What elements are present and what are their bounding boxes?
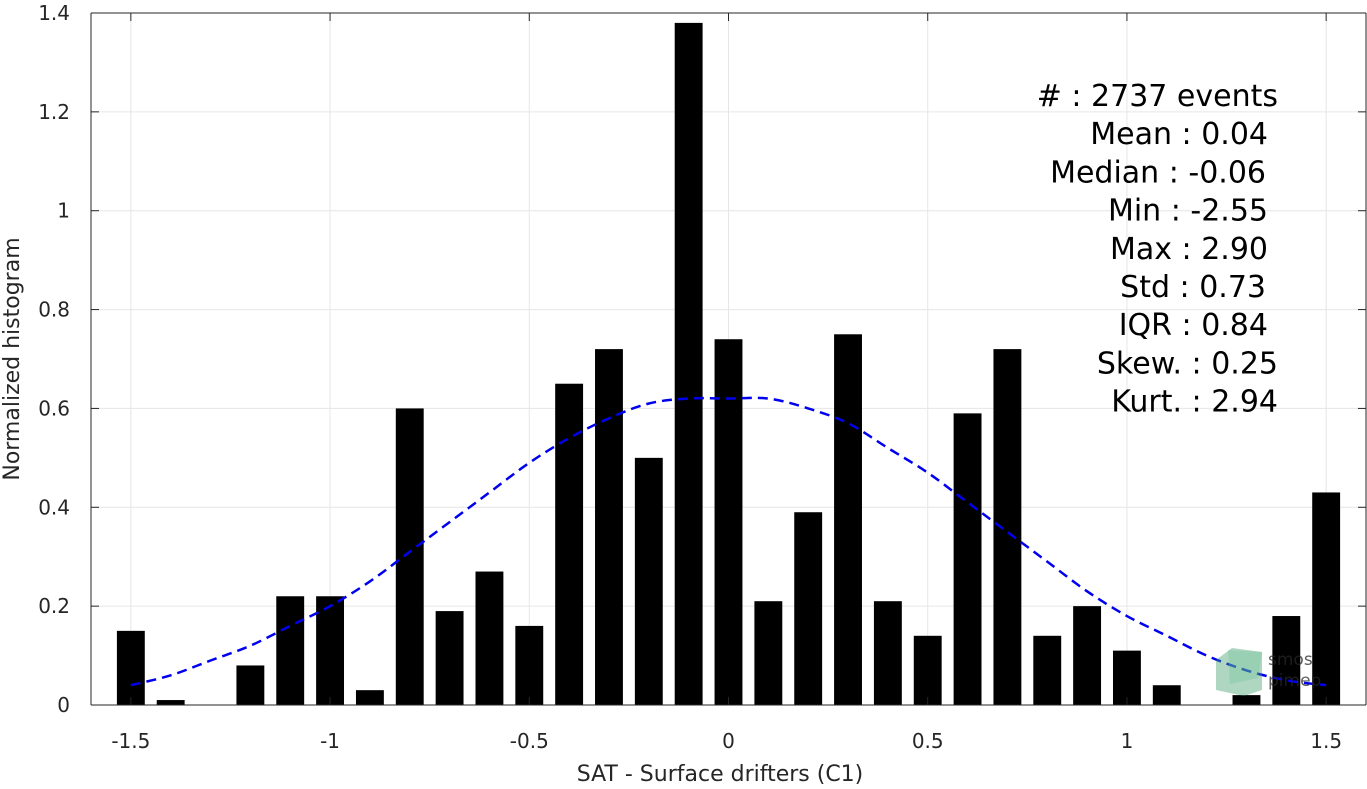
x-axis-label: SAT - Surface drifters (C1) — [577, 762, 864, 785]
histogram-bar — [794, 512, 823, 705]
histogram-bar — [714, 339, 743, 705]
gaussian-fit-curve — [130, 396, 1327, 687]
bars-layer — [116, 22, 1341, 705]
y-axis-label: Normalized histogram — [0, 237, 25, 480]
histogram-bar — [754, 601, 783, 705]
watermark: smos pimep — [1216, 648, 1321, 696]
histogram-bar — [1272, 616, 1301, 705]
y-tick-label: 1 — [57, 199, 70, 223]
histogram-bar — [395, 408, 424, 705]
histogram-bar — [1073, 606, 1102, 705]
stats-line: Mean : 0.04 — [1090, 117, 1268, 152]
histogram-bar — [953, 413, 982, 705]
x-tick-label: -1 — [320, 729, 340, 753]
histogram-bar — [116, 630, 145, 705]
histogram-bar — [1112, 650, 1141, 705]
histogram-bar — [475, 571, 504, 705]
histogram-bar — [993, 349, 1022, 705]
histogram-bar — [555, 383, 584, 705]
histogram-bar — [435, 611, 464, 705]
stats-line: # : 2737 events — [1037, 79, 1278, 114]
histogram-bar — [674, 22, 703, 705]
histogram-bar — [1152, 685, 1181, 705]
histogram-bar — [834, 334, 862, 705]
x-tick-label: 1 — [1121, 729, 1134, 753]
histogram-bar — [913, 635, 942, 705]
x-tick-label: 0 — [722, 729, 735, 753]
stats-line: Skew. : 0.25 — [1097, 346, 1278, 381]
histogram-bar — [595, 349, 623, 705]
stats-line: Median : -0.06 — [1050, 155, 1266, 190]
stats-line: Kurt. : 2.94 — [1111, 385, 1278, 420]
histogram-bar — [873, 601, 902, 705]
y-tick-label: 1.4 — [38, 1, 70, 25]
grid-layer — [91, 12, 1366, 706]
y-tick-label: 0.2 — [38, 594, 70, 618]
stats-line: Max : 2.90 — [1110, 232, 1268, 267]
watermark-logo: smos pimep — [1216, 648, 1321, 696]
y-tick-label: 0.6 — [38, 396, 70, 420]
fit-curve-layer — [130, 396, 1327, 687]
stats-line: Min : -2.55 — [1108, 194, 1268, 229]
histogram-bar — [634, 457, 663, 705]
y-tick-label: 0.4 — [38, 495, 70, 519]
x-tick-label: 1.5 — [1310, 729, 1342, 753]
histogram-bar — [236, 665, 265, 705]
stats-line: IQR : 0.84 — [1119, 308, 1268, 343]
y-tick-label: 1.2 — [38, 100, 70, 124]
histogram-bar — [355, 690, 384, 705]
histogram-bar — [1312, 492, 1341, 705]
watermark-text-1: smos — [1268, 650, 1313, 670]
histogram-bar — [156, 700, 185, 705]
y-tick-label: 0.8 — [38, 298, 70, 322]
y-tick-label: 0 — [57, 693, 70, 717]
stats-line: Std : 0.73 — [1120, 270, 1266, 305]
histogram-bar — [1232, 695, 1261, 705]
histogram-bar — [276, 596, 305, 705]
histogram-bar — [1033, 635, 1062, 705]
histogram-bar — [316, 596, 345, 705]
x-tick-label: -1.5 — [111, 729, 150, 753]
x-tick-label: 0.5 — [912, 729, 944, 753]
x-tick-label: -0.5 — [510, 729, 549, 753]
ticks-layer: -1.5 -1 -0.5 0 0.5 1 1.5 0 0.2 0.4 0.6 0.8 1 1.2 1.4 — [38, 1, 1366, 753]
watermark-text-2: pimep — [1268, 671, 1321, 691]
histogram-bar — [515, 625, 544, 705]
